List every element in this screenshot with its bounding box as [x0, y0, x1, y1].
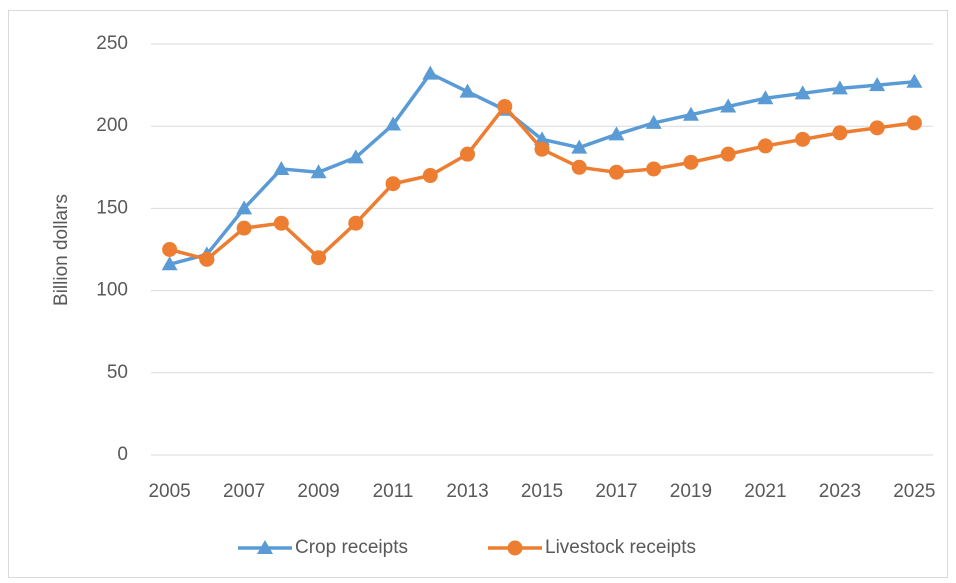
point — [645, 114, 662, 129]
point — [422, 65, 439, 80]
x-tick-label: 2007 — [223, 481, 265, 502]
y-tick-label: 50 — [107, 362, 128, 383]
legend-marker — [507, 540, 523, 556]
point — [422, 168, 438, 184]
y-tick-label: 150 — [96, 197, 128, 218]
point — [757, 138, 773, 154]
point — [682, 106, 699, 121]
point — [311, 250, 327, 266]
point — [720, 98, 737, 113]
point — [534, 131, 550, 146]
x-tick-label: 2011 — [373, 481, 414, 502]
point — [795, 131, 811, 147]
point — [646, 161, 662, 177]
point — [906, 73, 923, 88]
point — [497, 98, 513, 114]
point — [571, 159, 587, 175]
point — [310, 164, 327, 179]
point — [348, 215, 364, 231]
x-tick-label: 2017 — [595, 481, 637, 502]
point — [571, 139, 588, 154]
point — [459, 83, 476, 98]
x-tick-label: 2019 — [670, 481, 712, 502]
legend-label: Livestock receipts — [545, 537, 696, 558]
x-tick-label: 2025 — [893, 481, 935, 502]
point — [757, 90, 774, 105]
point — [794, 85, 811, 100]
point — [199, 251, 215, 267]
y-tick-label: 100 — [96, 280, 128, 301]
point — [608, 164, 624, 180]
legend-label: Crop receipts — [295, 537, 408, 558]
point — [273, 215, 289, 231]
y-tick-label: 250 — [96, 33, 128, 54]
x-tick-label: 2013 — [446, 481, 488, 502]
point — [534, 141, 550, 157]
point — [162, 242, 178, 257]
point — [236, 200, 253, 215]
point — [906, 115, 922, 131]
x-tick-label: 2005 — [148, 481, 190, 502]
point — [273, 160, 290, 175]
y-axis-label: Billion dollars — [51, 194, 72, 306]
point — [720, 146, 736, 162]
y-tick-label: 200 — [96, 115, 128, 136]
point — [347, 149, 364, 164]
point — [831, 80, 848, 95]
chart-frame — [8, 10, 948, 578]
x-tick-label: 2015 — [521, 481, 563, 502]
point — [832, 125, 848, 141]
point — [236, 220, 252, 236]
x-tick-label: 2021 — [744, 481, 786, 502]
point — [161, 256, 178, 271]
point — [608, 126, 625, 141]
x-tick-label: 2009 — [297, 481, 339, 502]
point — [385, 176, 401, 192]
point — [869, 77, 886, 92]
point — [385, 116, 402, 131]
point — [460, 146, 476, 162]
point — [869, 120, 885, 136]
x-tick-label: 2023 — [819, 481, 861, 502]
point — [683, 154, 699, 170]
y-tick-label: 0 — [117, 444, 128, 465]
legend-marker — [257, 540, 273, 554]
